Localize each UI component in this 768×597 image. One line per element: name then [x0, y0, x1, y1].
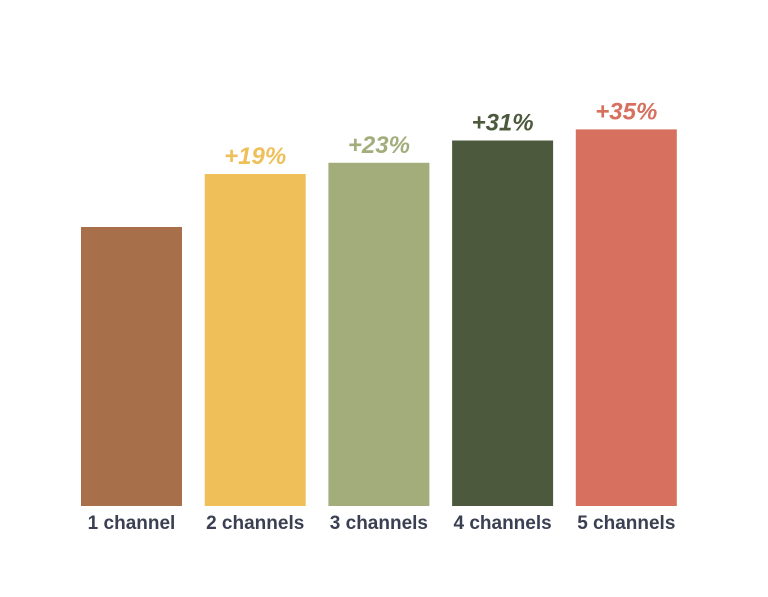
x-tick-label-3: 3 channels: [330, 513, 428, 534]
bar-4: [452, 140, 554, 506]
bar-2-data-label: +19%: [224, 143, 286, 170]
bar-5: [575, 129, 677, 506]
x-tick-label-4: 4 channels: [453, 513, 551, 534]
bars-group: [81, 129, 677, 507]
bar-3-data-label: +23%: [348, 132, 410, 159]
x-tick-label-1: 1 channel: [88, 513, 176, 534]
bar-3: [328, 162, 430, 507]
x-tick-label-2: 2 channels: [206, 513, 304, 534]
bar-5-data-label: +35%: [595, 98, 657, 125]
bar-2: [204, 174, 306, 506]
data-labels-group: +19% +23% +31% +35%: [224, 98, 657, 170]
bar-4-data-label: +31%: [472, 110, 534, 137]
x-tick-labels-group: 1 channel 2 channels 3 channels 4 channels 5…: [88, 513, 676, 534]
bar-1: [81, 227, 182, 506]
x-tick-label-5: 5 channels: [577, 513, 675, 534]
